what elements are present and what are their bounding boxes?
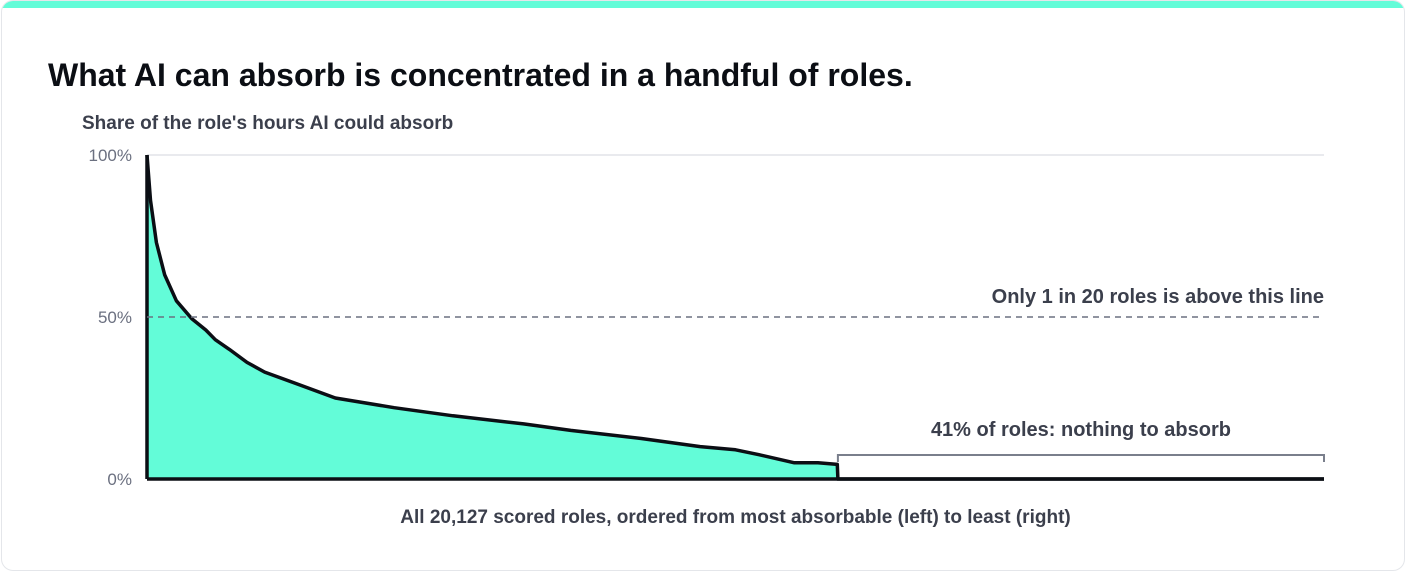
y-tick-label: 50% — [98, 308, 132, 327]
zero-roles-label: 41% of roles: nothing to absorb — [931, 419, 1231, 441]
zero-roles-bracket — [836, 454, 1325, 462]
area-line — [145, 154, 1324, 481]
y-tick-label: 100% — [89, 146, 132, 165]
x-axis-label: All 20,127 scored roles, ordered from mo… — [400, 507, 1070, 528]
y-axis-label: Share of the role's hours AI could absor… — [82, 113, 453, 134]
y-tick-label: 0% — [107, 470, 132, 489]
reference-line-label: Only 1 in 20 roles is above this line — [992, 286, 1324, 308]
accent-bar — [2, 1, 1404, 8]
chart-title: What AI can absorb is concentrated in a … — [48, 57, 913, 93]
area-fill — [147, 155, 1324, 479]
